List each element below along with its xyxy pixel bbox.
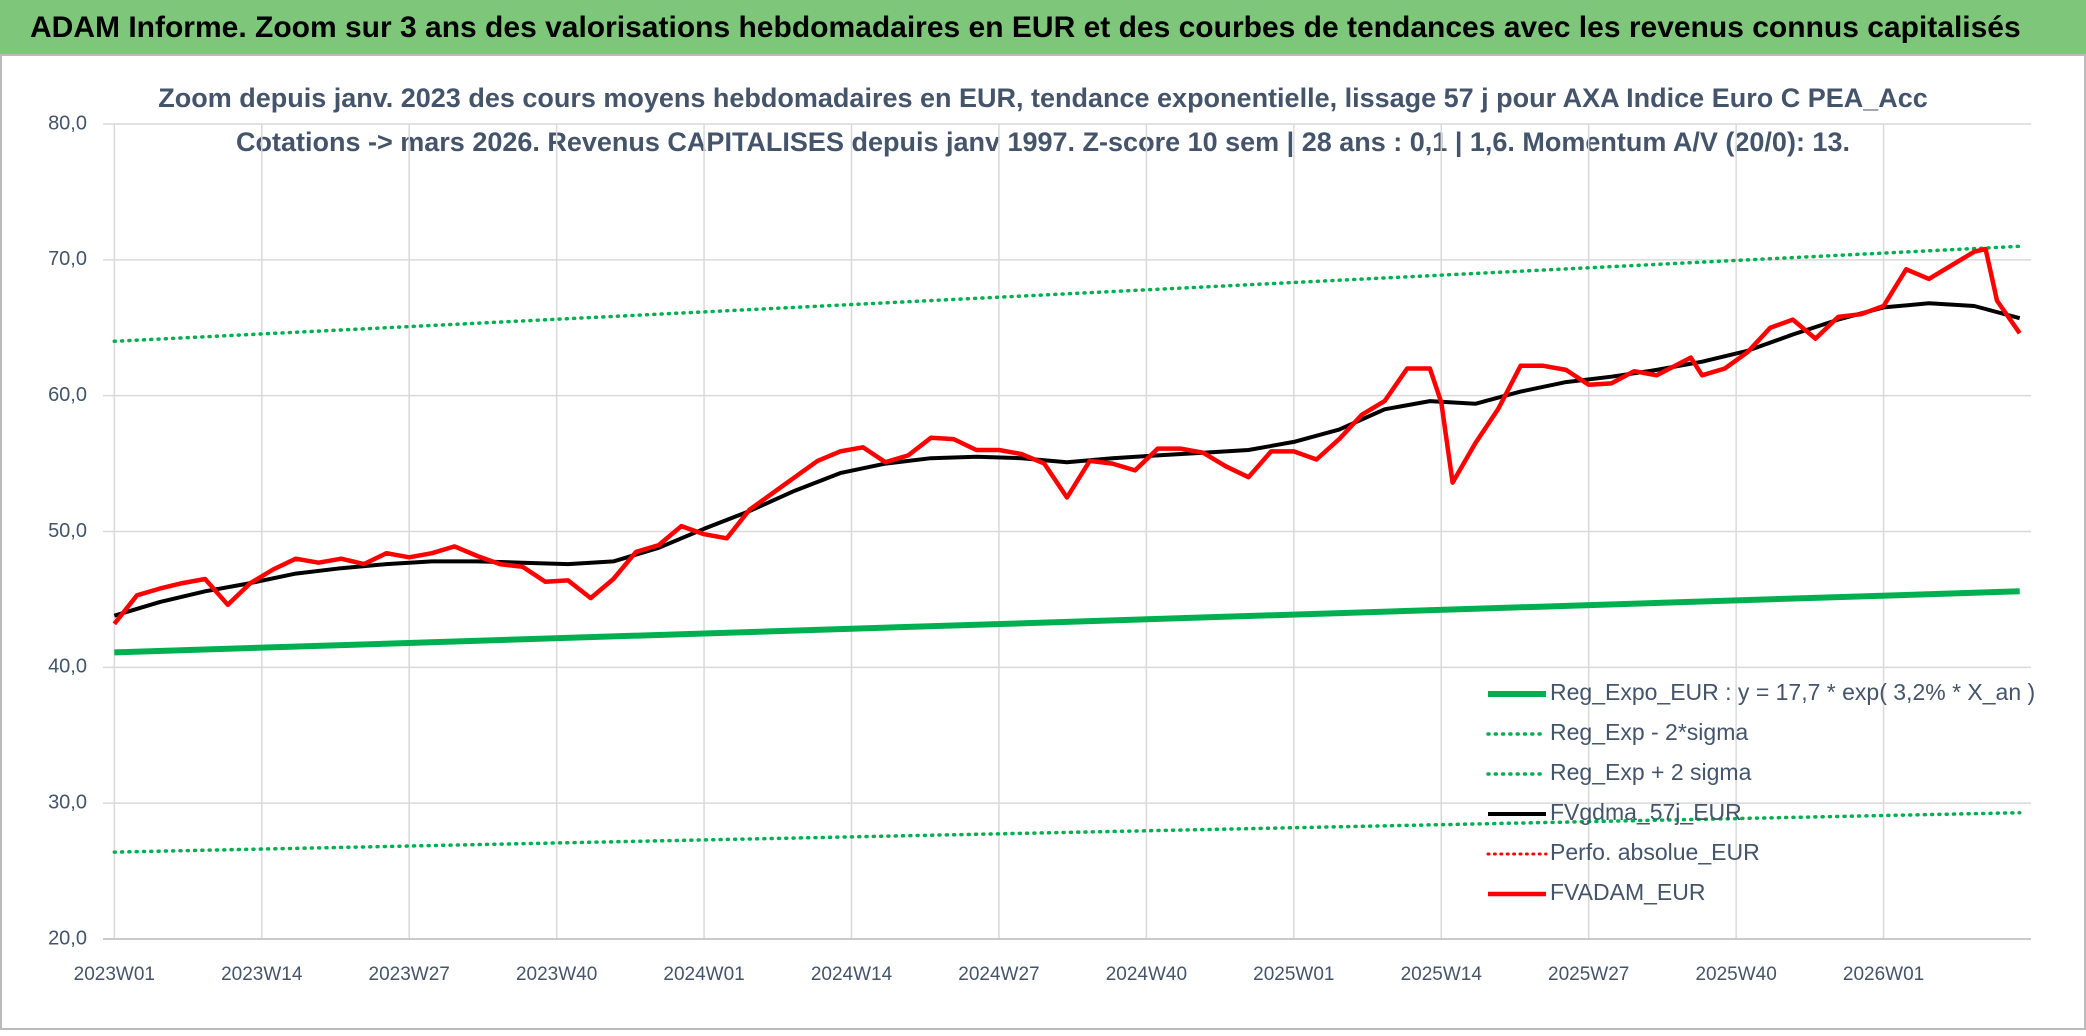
- legend-label: Reg_Exp + 2 sigma: [1550, 759, 1752, 785]
- x-tick-label: 2024W01: [663, 964, 744, 985]
- x-tick-label: 2025W40: [1695, 964, 1776, 985]
- x-tick-label: 2025W14: [1401, 964, 1483, 985]
- chart-subtitle: Cotations -> mars 2026. Revenus CAPITALI…: [236, 127, 1850, 157]
- page-title: ADAM Informe. Zoom sur 3 ans des valoris…: [30, 11, 2021, 44]
- legend-label: Reg_Expo_EUR : y = 17,7 * exp( 3,2% * X_…: [1550, 679, 2035, 705]
- x-tick-label: 2023W01: [74, 964, 155, 985]
- legend-label: Reg_Exp - 2*sigma: [1550, 719, 1748, 745]
- y-tick-label: 70,0: [48, 248, 87, 270]
- x-tick-label: 2024W40: [1106, 964, 1187, 985]
- x-tick-label: 2024W27: [958, 964, 1039, 985]
- series-line: [112, 246, 2022, 626]
- x-tick-label: 2023W27: [369, 964, 450, 985]
- x-tick-label: 2023W14: [221, 964, 303, 985]
- y-tick-label: 80,0: [48, 112, 87, 134]
- frame: [0, 54, 2086, 1030]
- x-tick-label: 2026W01: [1843, 964, 1924, 985]
- legend-label: Perfo. absolue_EUR: [1550, 839, 1760, 865]
- y-tick-label: 40,0: [48, 656, 87, 678]
- series-line: [112, 244, 2022, 344]
- series-line: [113, 301, 2021, 618]
- y-tick-label: 30,0: [48, 791, 87, 813]
- x-tick-label: 2025W27: [1548, 964, 1629, 985]
- y-tick-label: 20,0: [48, 927, 87, 949]
- chart-title: Zoom depuis janv. 2023 des cours moyens …: [158, 83, 1928, 113]
- x-tick-label: 2023W40: [516, 964, 597, 985]
- y-tick-label: 60,0: [48, 384, 87, 406]
- legend-label: FVADAM_EUR: [1550, 879, 1706, 905]
- x-tick-label: 2025W01: [1253, 964, 1334, 985]
- series-line: [114, 588, 2020, 656]
- legend-label: FVgdma_57j_EUR: [1550, 799, 1742, 825]
- y-tick-label: 50,0: [48, 520, 87, 542]
- title-bar: [0, 0, 2086, 54]
- x-tick-label: 2024W14: [811, 964, 893, 985]
